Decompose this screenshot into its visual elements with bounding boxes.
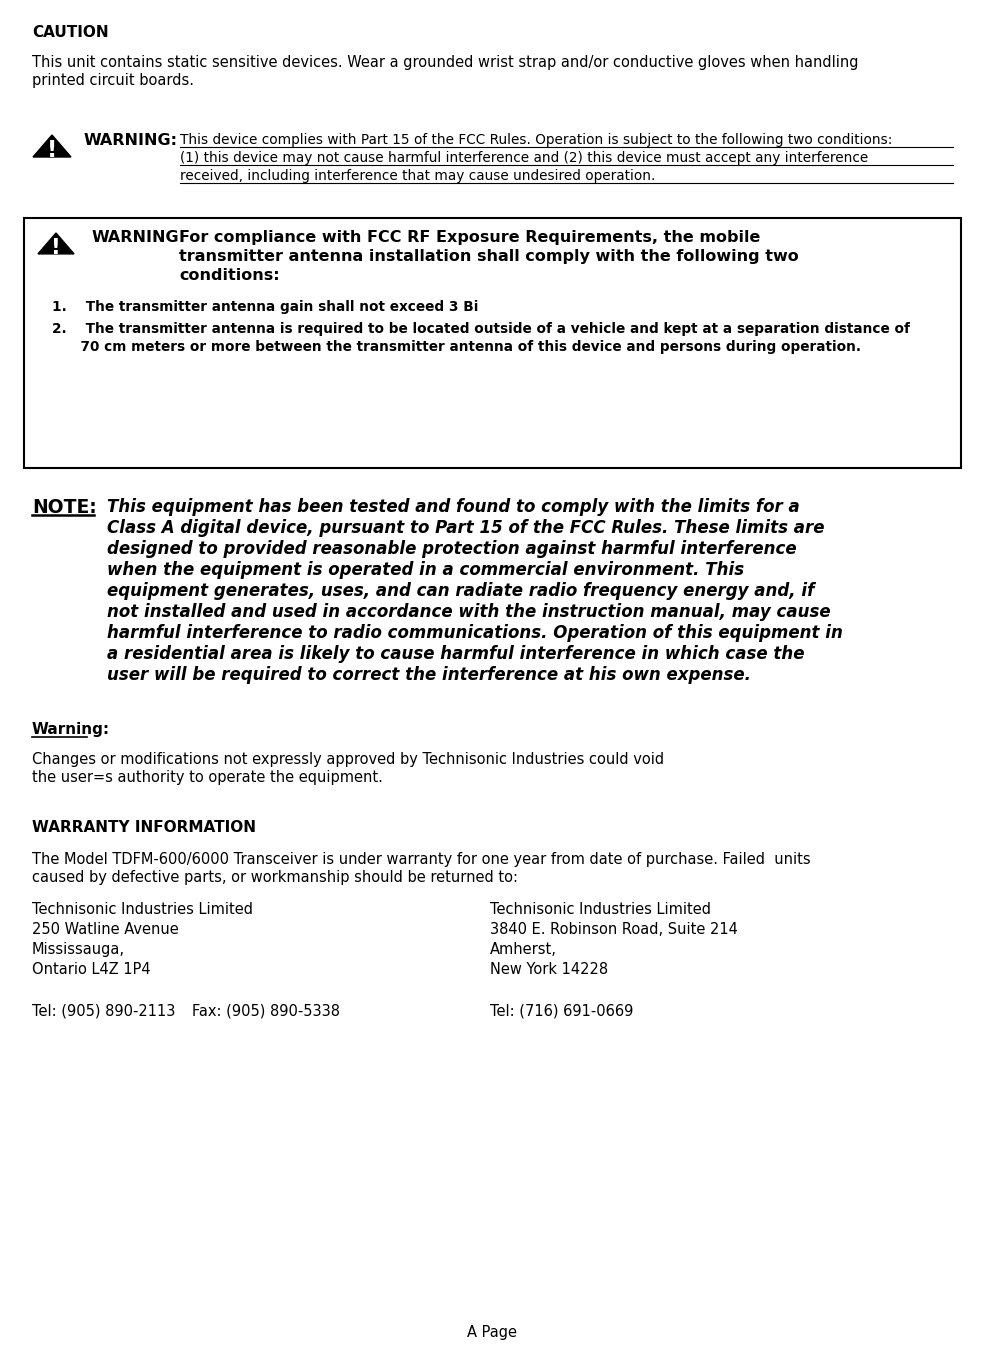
Text: the user=s authority to operate the equipment.: the user=s authority to operate the equi… [32, 771, 383, 786]
Text: Technisonic Industries Limited: Technisonic Industries Limited [490, 902, 711, 917]
Text: New York 14228: New York 14228 [490, 962, 608, 977]
Text: when the equipment is operated in a commercial environment. This: when the equipment is operated in a comm… [107, 561, 744, 579]
Text: 1.    The transmitter antenna gain shall not exceed 3 Bi: 1. The transmitter antenna gain shall no… [52, 300, 479, 314]
Text: WARNING: WARNING [92, 230, 179, 245]
Text: caused by defective parts, or workmanship should be returned to:: caused by defective parts, or workmanshi… [32, 870, 518, 885]
Text: The Model TDFM-600/6000 Transceiver is under warranty for one year from date of : The Model TDFM-600/6000 Transceiver is u… [32, 852, 811, 867]
Text: This device complies with Part 15 of the FCC Rules. Operation is subject to the : This device complies with Part 15 of the… [180, 133, 892, 147]
Text: WARRANTY INFORMATION: WARRANTY INFORMATION [32, 819, 256, 834]
Text: Amherst,: Amherst, [490, 942, 557, 957]
Text: Ontario L4Z 1P4: Ontario L4Z 1P4 [32, 962, 151, 977]
Text: This equipment has been tested and found to comply with the limits for a: This equipment has been tested and found… [107, 497, 800, 516]
Text: Changes or modifications not expressly approved by Technisonic Industries could : Changes or modifications not expressly a… [32, 752, 664, 766]
Text: !: ! [51, 238, 61, 258]
Text: Warning:: Warning: [32, 722, 110, 737]
Text: Technisonic Industries Limited: Technisonic Industries Limited [32, 902, 253, 917]
Text: This unit contains static sensitive devices. Wear a grounded wrist strap and/or : This unit contains static sensitive devi… [32, 54, 859, 71]
Text: NOTE:: NOTE: [32, 497, 97, 516]
Text: printed circuit boards.: printed circuit boards. [32, 73, 194, 88]
Text: A Page: A Page [467, 1325, 517, 1340]
Text: 70 cm meters or more between the transmitter antenna of this device and persons : 70 cm meters or more between the transmi… [52, 340, 861, 353]
Polygon shape [33, 135, 71, 158]
Text: conditions:: conditions: [179, 268, 280, 283]
Text: 3840 E. Robinson Road, Suite 214: 3840 E. Robinson Road, Suite 214 [490, 921, 738, 936]
Text: user will be required to correct the interference at his own expense.: user will be required to correct the int… [107, 666, 751, 684]
Text: 2.    The transmitter antenna is required to be located outside of a vehicle and: 2. The transmitter antenna is required t… [52, 322, 910, 336]
Text: equipment generates, uses, and can radiate radio frequency energy and, if: equipment generates, uses, and can radia… [107, 582, 815, 601]
Text: Class A digital device, pursuant to Part 15 of the FCC Rules. These limits are: Class A digital device, pursuant to Part… [107, 519, 824, 537]
Text: For compliance with FCC RF Exposure Requirements, the mobile: For compliance with FCC RF Exposure Requ… [179, 230, 760, 245]
Text: (1) this device may not cause harmful interference and (2) this device must acce: (1) this device may not cause harmful in… [180, 151, 868, 164]
Text: 250 Watline Avenue: 250 Watline Avenue [32, 921, 178, 936]
Text: !: ! [47, 139, 57, 162]
Text: transmitter antenna installation shall comply with the following two: transmitter antenna installation shall c… [179, 249, 799, 264]
Text: CAUTION: CAUTION [32, 24, 108, 39]
Text: designed to provided reasonable protection against harmful interference: designed to provided reasonable protecti… [107, 540, 797, 559]
Text: WARNING:: WARNING: [84, 133, 178, 148]
Polygon shape [38, 232, 74, 254]
FancyBboxPatch shape [24, 217, 961, 467]
Text: Tel: (905) 890-2113: Tel: (905) 890-2113 [32, 1004, 175, 1019]
Text: Mississauga,: Mississauga, [32, 942, 125, 957]
Text: Tel: (716) 691-0669: Tel: (716) 691-0669 [490, 1004, 633, 1019]
Text: a residential area is likely to cause harmful interference in which case the: a residential area is likely to cause ha… [107, 646, 805, 663]
Text: not installed and used in accordance with the instruction manual, may cause: not installed and used in accordance wit… [107, 603, 830, 621]
Text: received, including interference that may cause undesired operation.: received, including interference that ma… [180, 169, 655, 183]
Text: Fax: (905) 890-5338: Fax: (905) 890-5338 [192, 1004, 340, 1019]
Text: harmful interference to radio communications. Operation of this equipment in: harmful interference to radio communicat… [107, 624, 843, 641]
